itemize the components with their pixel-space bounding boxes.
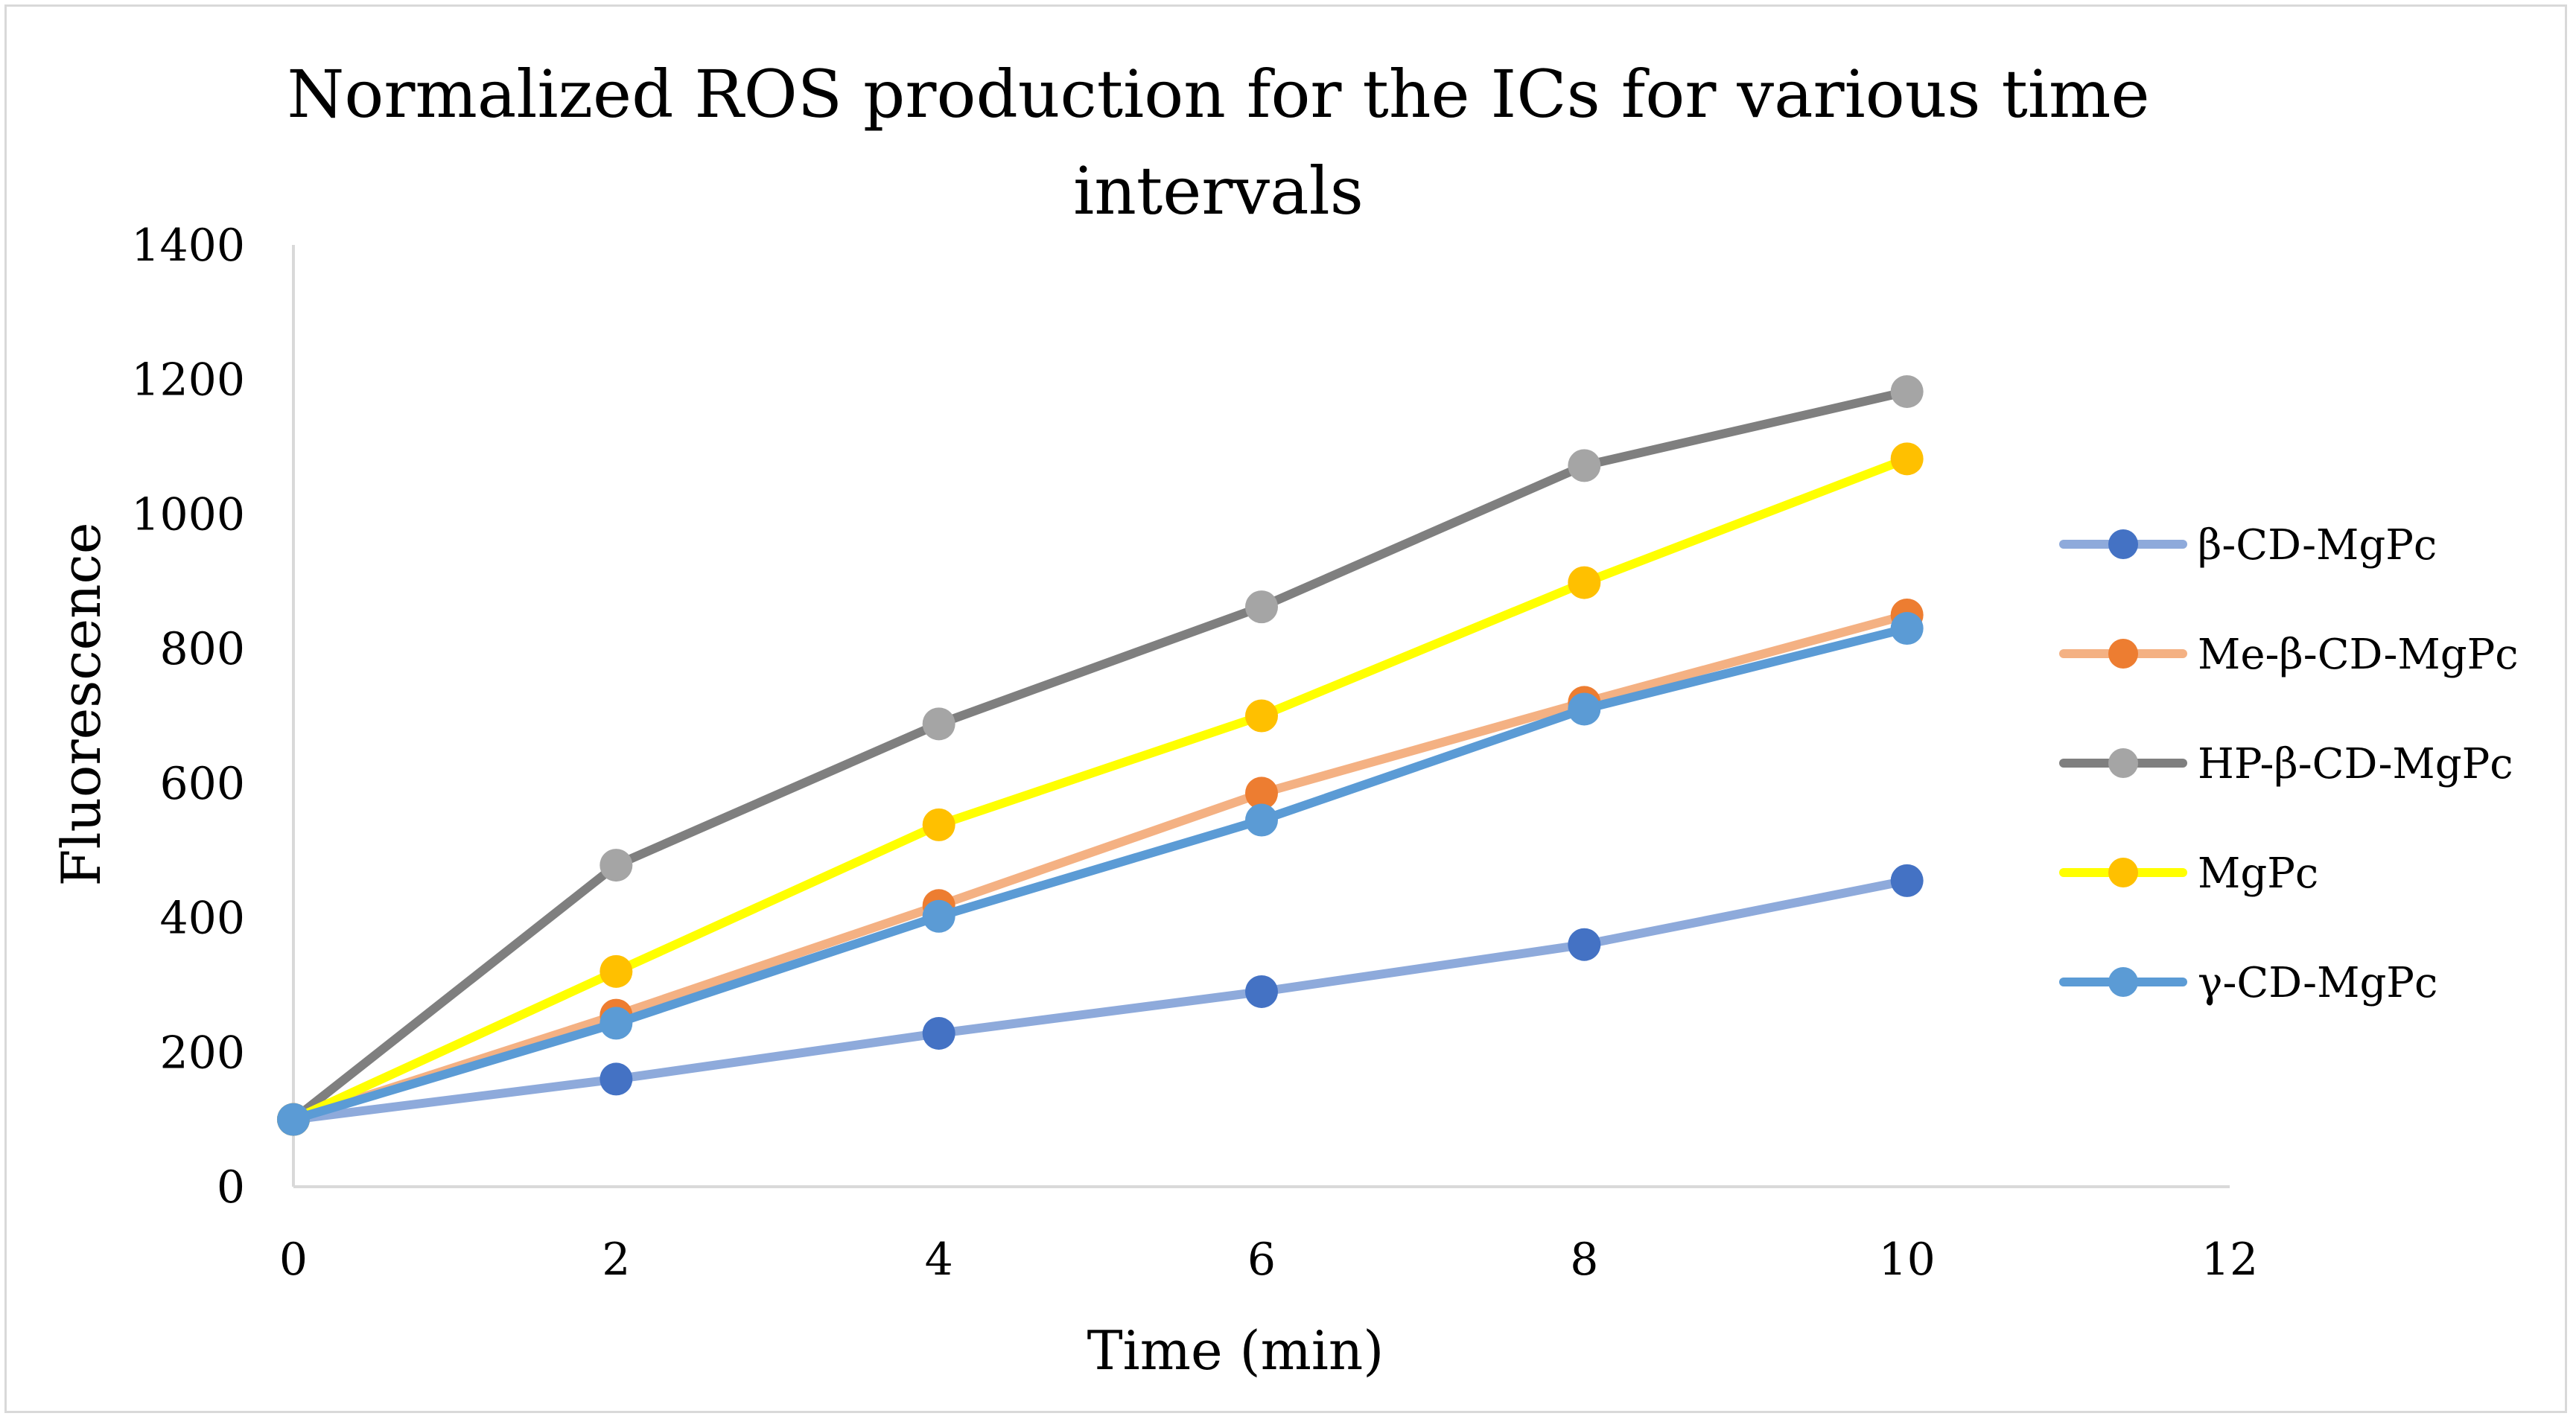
x-tick-label: 12 xyxy=(2201,1234,2258,1286)
y-tick-label: 0 xyxy=(217,1161,245,1214)
x-tick-label: 2 xyxy=(602,1234,630,1286)
x-tick-label: 6 xyxy=(1247,1234,1276,1286)
chart-title-line-2: intervals xyxy=(1073,153,1364,229)
series-line xyxy=(289,876,1912,1124)
legend-label: Me-β-CD-MgPc xyxy=(2198,631,2519,679)
legend-item: β-CD-MgPc xyxy=(2059,521,2437,570)
data-point xyxy=(922,808,955,841)
x-tick-label: 10 xyxy=(1878,1234,1935,1286)
data-point xyxy=(922,707,955,741)
line-chart: Normalized ROS production for the ICs fo… xyxy=(50,56,2519,1382)
data-point xyxy=(1245,975,1278,1008)
series-4 xyxy=(277,612,1924,1136)
legend-item: γ-CD-MgPc xyxy=(2059,959,2437,1007)
data-point xyxy=(1245,590,1278,624)
data-point xyxy=(1890,442,1924,476)
x-tick-label: 0 xyxy=(279,1234,308,1286)
series-0 xyxy=(277,864,1924,1136)
chart-frame: Normalized ROS production for the ICs fo… xyxy=(4,4,2567,1413)
y-tick-label: 600 xyxy=(159,758,245,810)
y-tick-label: 1400 xyxy=(131,220,245,272)
data-point xyxy=(1890,612,1924,645)
data-point xyxy=(600,1062,633,1096)
y-axis-title: Fluorescence xyxy=(50,523,112,887)
legend-label: MgPc xyxy=(2198,849,2318,898)
data-point xyxy=(600,954,633,988)
data-point xyxy=(1568,692,1601,726)
series-3 xyxy=(277,442,1924,1136)
legend-item: HP-β-CD-MgPc xyxy=(2059,740,2513,788)
series-2 xyxy=(277,374,1924,1136)
legend-swatch-marker xyxy=(2108,967,2138,997)
y-tick-label: 200 xyxy=(159,1027,245,1079)
series-line xyxy=(289,386,1912,1124)
y-tick-label: 1200 xyxy=(131,354,245,406)
data-point xyxy=(1568,449,1601,482)
series-line xyxy=(289,624,1912,1124)
data-point xyxy=(1890,864,1924,897)
legend-swatch-marker xyxy=(2108,858,2138,887)
y-tick-label: 800 xyxy=(159,623,245,675)
legend-label: HP-β-CD-MgPc xyxy=(2198,740,2513,788)
x-tick-label: 8 xyxy=(1570,1234,1598,1286)
data-point xyxy=(1890,374,1924,408)
y-tick-label: 1000 xyxy=(131,488,245,541)
series-line xyxy=(289,610,1912,1124)
y-tick-label: 400 xyxy=(159,893,245,945)
data-point xyxy=(922,899,955,933)
data-point xyxy=(922,1016,955,1050)
data-point xyxy=(1245,699,1278,733)
legend-item: MgPc xyxy=(2059,849,2318,898)
chart-title-line-1: Normalized ROS production for the ICs fo… xyxy=(287,56,2149,133)
data-point xyxy=(1245,777,1278,810)
data-point xyxy=(600,1007,633,1040)
data-point xyxy=(600,849,633,882)
data-point xyxy=(1568,566,1601,599)
legend-swatch-marker xyxy=(2108,529,2138,559)
legend-swatch-marker xyxy=(2108,748,2138,778)
data-point xyxy=(277,1103,310,1136)
x-tick-label: 4 xyxy=(925,1234,953,1286)
legend-label: β-CD-MgPc xyxy=(2198,521,2437,570)
x-axis-title: Time (min) xyxy=(1087,1319,1384,1382)
series-line xyxy=(289,454,1912,1124)
data-point xyxy=(1245,803,1278,837)
legend-label: γ-CD-MgPc xyxy=(2198,959,2437,1007)
data-point xyxy=(1568,928,1601,961)
legend-swatch-marker xyxy=(2108,639,2138,669)
legend-item: Me-β-CD-MgPc xyxy=(2059,631,2519,679)
